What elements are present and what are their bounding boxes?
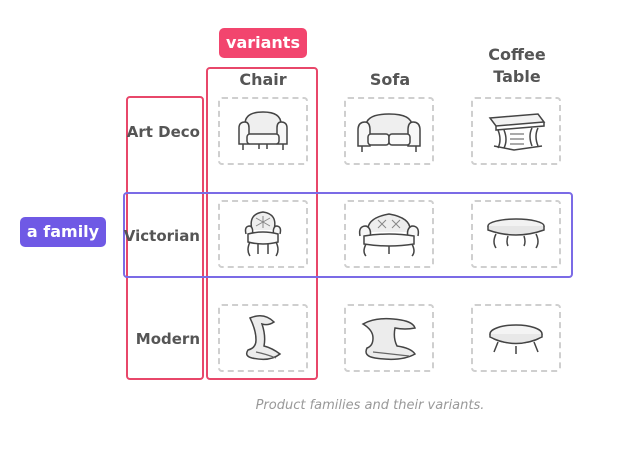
modern-chair-icon <box>245 315 282 361</box>
family-outline <box>123 192 573 278</box>
row-header-victorian: Victorian <box>123 227 200 245</box>
art-deco-chair-icon <box>238 111 288 150</box>
cell-modern-chair <box>218 304 308 372</box>
victorian-sofa-icon <box>358 213 420 257</box>
column-header-chair: Chair <box>239 70 287 89</box>
victorian-chair-icon <box>244 211 282 257</box>
cell-art-deco-coffee-table <box>471 97 561 165</box>
families-outline <box>126 96 204 380</box>
cell-art-deco-sofa <box>344 97 434 165</box>
cell-victorian-coffee-table <box>471 200 561 268</box>
art-deco-sofa-icon <box>357 113 421 152</box>
variants-outline <box>206 67 318 380</box>
cell-modern-sofa <box>344 304 434 372</box>
row-header-art-deco: Art Deco <box>126 123 200 141</box>
cell-art-deco-chair <box>218 97 308 165</box>
family-tag: a family <box>20 217 106 247</box>
art-deco-coffee-table-icon <box>488 113 546 151</box>
modern-coffee-table-icon <box>489 324 543 354</box>
diagram-caption: Product families and their variants. <box>255 398 485 413</box>
variants-tag: variants <box>219 28 307 58</box>
cell-victorian-sofa <box>344 200 434 268</box>
victorian-coffee-table-icon <box>487 218 545 249</box>
row-header-modern: Modern <box>135 330 200 348</box>
modern-sofa-icon <box>361 317 417 361</box>
cell-victorian-chair <box>218 200 308 268</box>
column-header-sofa: Sofa <box>369 70 411 89</box>
cell-modern-coffee-table <box>471 304 561 372</box>
column-header-coffee-table: Coffee Table <box>488 45 546 86</box>
